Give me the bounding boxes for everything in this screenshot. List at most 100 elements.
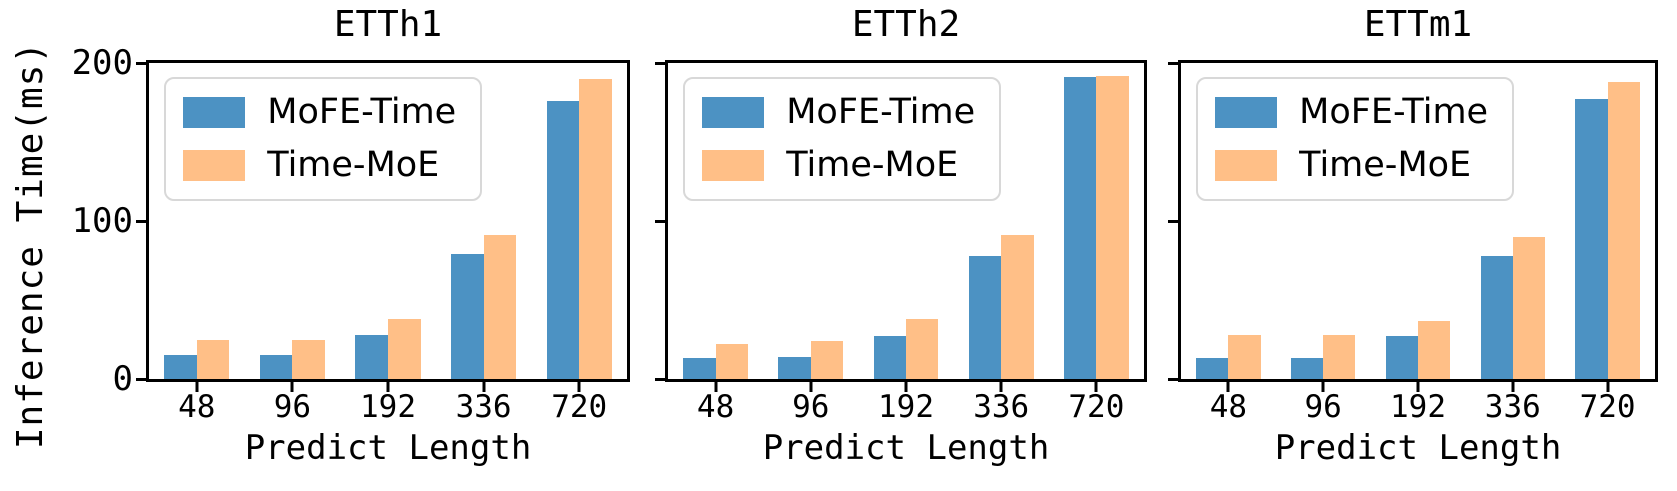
x-tick-label: 192 bbox=[1390, 389, 1446, 425]
bar-time-moe-48 bbox=[1228, 334, 1261, 379]
legend-label: MoFE-Time bbox=[1299, 92, 1489, 133]
x-tick-label: 192 bbox=[360, 389, 416, 425]
legend-label: MoFE-Time bbox=[786, 92, 976, 133]
bar-mofe-time-720 bbox=[1064, 77, 1097, 379]
x-tick-label: 96 bbox=[273, 389, 312, 425]
bar-mofe-time-720 bbox=[1575, 99, 1608, 379]
y-axis-tick bbox=[136, 61, 146, 65]
x-tick-label: 720 bbox=[1579, 389, 1636, 425]
x-axis-tick bbox=[386, 382, 390, 392]
chart-title: ETTh1 bbox=[333, 4, 443, 45]
x-axis-tick bbox=[1094, 382, 1098, 392]
bar-mofe-time-336 bbox=[968, 255, 1002, 379]
legend-item: MoFE-Time bbox=[183, 92, 456, 132]
x-tick-label: 720 bbox=[551, 389, 608, 425]
legend: MoFE-Time Time-MoE bbox=[1196, 77, 1515, 201]
bar-mofe-time-96 bbox=[1290, 358, 1324, 379]
x-axis-tick bbox=[482, 382, 486, 392]
x-axis-tick bbox=[1606, 382, 1610, 392]
bar-mofe-time-96 bbox=[259, 355, 293, 379]
x-axis-tick bbox=[1511, 382, 1515, 392]
x-axis-tick bbox=[1321, 382, 1325, 392]
bar-time-moe-192 bbox=[906, 318, 939, 379]
x-tick-label: 720 bbox=[1068, 389, 1125, 425]
bar-mofe-time-192 bbox=[355, 334, 388, 379]
bar-time-moe-192 bbox=[1418, 320, 1451, 379]
legend-label: Time-MoE bbox=[1299, 145, 1472, 186]
chart-panel-ettm1: ETTm1 48 96 192 336 720 Predict Length MoFE-Tim… bbox=[1168, 0, 1658, 491]
x-axis-label: Predict Length bbox=[762, 428, 1050, 468]
bar-time-moe-336 bbox=[1512, 236, 1546, 379]
legend-label: Time-MoE bbox=[786, 145, 959, 186]
plot-area: 48 96 192 336 720 Predict Length MoFE-Time Time… bbox=[655, 60, 1147, 465]
x-tick-label: 96 bbox=[792, 389, 830, 425]
legend: MoFE-Time Time-MoE bbox=[683, 77, 1002, 201]
y-axis-tick bbox=[136, 219, 146, 223]
chart-panel-etth1: ETTh1 0 100 200 48 96 192 336 720 Predict Length M… bbox=[72, 0, 630, 491]
x-axis-tick bbox=[1416, 382, 1420, 392]
legend-swatch-time-moe-icon bbox=[702, 150, 765, 182]
legend-label: MoFE-Time bbox=[267, 92, 457, 133]
legend-item: Time-MoE bbox=[183, 145, 456, 185]
chart-title: ETTm1 bbox=[1363, 4, 1473, 45]
y-tick-label: 100 bbox=[71, 201, 133, 241]
plot-area: 0 100 200 48 96 192 336 720 Predict Length MoFE-T… bbox=[72, 46, 630, 465]
legend-item: Time-MoE bbox=[702, 145, 975, 185]
y-axis-tick bbox=[655, 61, 665, 65]
x-tick-label: 48 bbox=[1209, 389, 1248, 425]
x-axis-tick bbox=[195, 382, 199, 392]
bar-time-moe-96 bbox=[810, 341, 844, 379]
x-axis-tick bbox=[904, 382, 908, 392]
bar-mofe-time-48 bbox=[164, 355, 197, 379]
x-axis-label: Predict Length bbox=[244, 428, 532, 468]
bar-mofe-time-720 bbox=[546, 100, 580, 379]
x-tick-label: 336 bbox=[973, 389, 1030, 425]
y-axis-label: Inference Time(ms) bbox=[4, 0, 51, 491]
legend-swatch-time-moe-icon bbox=[183, 150, 246, 182]
x-axis-tick bbox=[290, 382, 294, 392]
bar-time-moe-336 bbox=[1001, 235, 1034, 379]
x-axis-tick bbox=[999, 382, 1003, 392]
bar-time-moe-720 bbox=[1096, 75, 1129, 379]
x-axis-tick bbox=[714, 382, 718, 392]
legend-item: MoFE-Time bbox=[702, 92, 975, 132]
x-axis-label: Predict Length bbox=[1274, 428, 1562, 468]
y-axis-tick bbox=[655, 377, 665, 381]
x-axis-tick bbox=[809, 382, 813, 392]
y-tick-label: 200 bbox=[71, 43, 133, 83]
bar-time-moe-96 bbox=[1323, 334, 1356, 379]
legend-swatch-time-moe-icon bbox=[1215, 150, 1278, 182]
legend-label: Time-MoE bbox=[267, 145, 440, 186]
legend-item: Time-MoE bbox=[1215, 145, 1488, 185]
bar-mofe-time-192 bbox=[1385, 336, 1418, 379]
y-axis-tick bbox=[136, 377, 146, 381]
legend-swatch-mofe-time-icon bbox=[183, 96, 246, 128]
bar-time-moe-48 bbox=[715, 344, 748, 379]
bar-mofe-time-336 bbox=[1480, 255, 1513, 379]
bar-time-moe-720 bbox=[579, 78, 612, 379]
bar-mofe-time-96 bbox=[778, 356, 811, 379]
legend-swatch-mofe-time-icon bbox=[1215, 96, 1278, 128]
x-tick-label: 336 bbox=[455, 389, 512, 425]
x-tick-label: 48 bbox=[696, 389, 735, 425]
bar-time-moe-192 bbox=[388, 318, 421, 379]
y-axis-tick bbox=[1168, 61, 1178, 65]
y-axis-tick bbox=[1168, 219, 1178, 223]
bar-mofe-time-48 bbox=[1196, 358, 1229, 379]
chart-title: ETTh2 bbox=[851, 4, 961, 45]
plot-area: 48 96 192 336 720 Predict Length MoFE-Time Time… bbox=[1168, 60, 1658, 465]
bar-mofe-time-192 bbox=[873, 336, 906, 379]
legend: MoFE-Time Time-MoE bbox=[164, 77, 483, 201]
bar-mofe-time-336 bbox=[451, 254, 484, 379]
chart-panel-etth2: ETTh2 48 96 192 336 720 Predict Length MoFE-Tim… bbox=[655, 0, 1147, 491]
bar-time-moe-96 bbox=[292, 339, 325, 379]
x-tick-label: 192 bbox=[878, 389, 934, 425]
bar-time-moe-336 bbox=[483, 235, 517, 379]
x-axis-tick bbox=[1226, 382, 1230, 392]
x-axis-tick bbox=[577, 382, 581, 392]
y-axis-tick bbox=[655, 219, 665, 223]
bar-mofe-time-48 bbox=[683, 358, 716, 379]
x-tick-label: 48 bbox=[178, 389, 216, 425]
x-tick-label: 336 bbox=[1484, 389, 1541, 425]
